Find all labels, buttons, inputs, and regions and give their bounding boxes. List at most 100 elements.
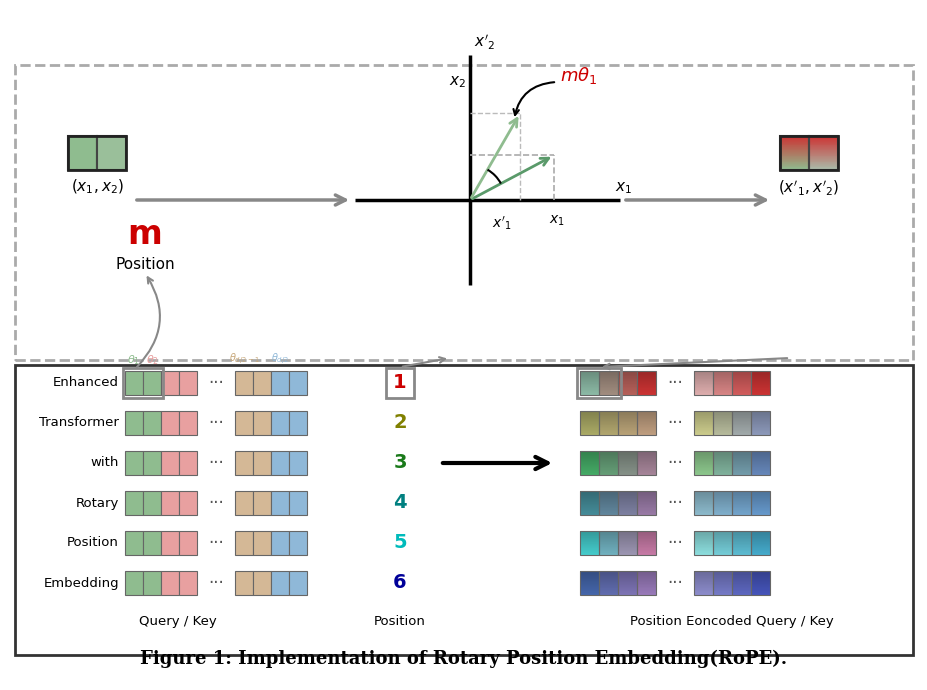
Bar xyxy=(253,491,271,515)
Bar xyxy=(750,385,769,386)
Bar xyxy=(617,377,636,378)
Bar xyxy=(579,546,598,547)
Bar xyxy=(731,507,750,509)
Bar xyxy=(712,538,731,539)
Bar xyxy=(579,426,598,428)
Bar xyxy=(693,462,712,463)
Bar xyxy=(780,152,808,153)
Bar xyxy=(617,535,636,536)
Bar xyxy=(712,536,731,537)
Bar xyxy=(808,136,837,170)
Bar xyxy=(579,582,598,584)
Bar xyxy=(693,466,712,467)
Bar xyxy=(731,453,750,455)
Bar xyxy=(693,451,712,452)
Bar xyxy=(160,451,179,475)
Bar xyxy=(780,146,808,147)
Bar xyxy=(808,145,837,146)
Bar xyxy=(636,574,655,575)
Bar xyxy=(712,546,731,547)
Bar xyxy=(693,459,712,460)
Bar xyxy=(731,539,750,540)
Bar xyxy=(598,550,617,551)
Bar xyxy=(731,459,750,460)
Bar xyxy=(617,579,636,580)
Bar xyxy=(617,466,636,467)
Bar xyxy=(598,429,617,430)
Bar xyxy=(617,493,636,495)
Bar xyxy=(636,414,655,415)
Bar xyxy=(780,157,808,159)
Bar xyxy=(579,415,598,416)
Bar xyxy=(750,572,769,573)
Bar xyxy=(617,434,636,435)
Bar xyxy=(780,156,808,157)
Bar xyxy=(636,591,655,592)
Bar xyxy=(693,457,712,459)
Bar xyxy=(712,492,731,493)
Bar xyxy=(731,553,750,554)
Bar xyxy=(693,461,712,462)
Bar xyxy=(143,371,160,395)
Bar xyxy=(617,504,636,505)
Bar xyxy=(750,532,769,533)
Bar xyxy=(598,537,617,538)
Bar xyxy=(731,382,750,383)
Bar xyxy=(579,372,598,373)
Bar xyxy=(750,462,769,463)
Bar xyxy=(750,466,769,468)
Bar xyxy=(579,373,598,375)
Bar xyxy=(750,493,769,495)
Bar xyxy=(579,392,598,393)
Bar xyxy=(693,386,712,388)
Bar xyxy=(617,575,636,576)
Bar xyxy=(693,373,712,374)
Bar xyxy=(693,379,712,380)
Bar xyxy=(750,549,769,550)
Bar xyxy=(750,533,769,534)
Bar xyxy=(731,374,750,375)
Bar xyxy=(750,548,769,549)
Bar xyxy=(712,502,731,504)
Bar xyxy=(780,155,808,157)
Bar xyxy=(636,504,655,505)
Bar xyxy=(636,531,655,532)
Bar xyxy=(780,159,808,161)
Bar xyxy=(636,578,655,579)
Bar xyxy=(712,573,731,574)
Bar xyxy=(780,166,808,168)
Bar xyxy=(712,589,731,590)
Bar xyxy=(712,508,731,509)
Bar xyxy=(636,582,655,584)
Bar xyxy=(780,139,808,140)
Bar xyxy=(712,540,731,541)
Bar xyxy=(598,531,617,532)
Bar xyxy=(598,388,617,389)
Bar xyxy=(731,584,750,585)
Bar xyxy=(617,379,636,380)
Bar xyxy=(750,423,769,424)
Bar xyxy=(598,534,617,535)
Bar xyxy=(598,376,617,377)
Bar xyxy=(731,424,750,426)
Bar xyxy=(731,423,750,424)
Bar xyxy=(579,469,598,470)
Bar xyxy=(617,508,636,509)
Bar xyxy=(579,503,598,504)
Bar xyxy=(712,464,731,465)
Bar xyxy=(598,497,617,499)
Bar xyxy=(750,502,769,504)
Bar xyxy=(693,573,712,574)
Bar xyxy=(693,496,712,497)
Bar xyxy=(750,386,769,388)
Bar xyxy=(808,138,837,139)
Bar xyxy=(598,468,617,469)
Bar xyxy=(598,504,617,505)
Bar xyxy=(617,471,636,473)
Bar xyxy=(636,453,655,455)
Bar xyxy=(731,532,750,533)
Bar xyxy=(731,430,750,431)
Bar xyxy=(253,571,271,595)
Bar xyxy=(598,425,617,426)
Bar xyxy=(731,379,750,380)
